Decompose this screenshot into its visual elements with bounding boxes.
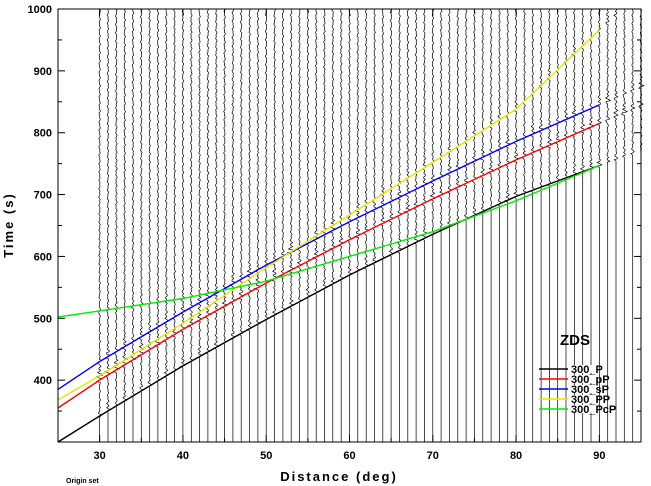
x-tick-label: 80 bbox=[510, 450, 522, 462]
legend-entry-bg bbox=[569, 395, 596, 403]
seismogram-traces bbox=[95, 8, 645, 442]
y-axis-title: Time (s) bbox=[1, 192, 16, 258]
seismogram-trace bbox=[630, 8, 636, 442]
seismogram-trace bbox=[595, 8, 603, 442]
phase-line-300_P bbox=[57, 164, 600, 443]
seismogram-trace bbox=[130, 8, 137, 442]
seismogram-trace bbox=[220, 8, 227, 442]
seismogram-trace bbox=[196, 8, 203, 442]
seismogram-trace bbox=[604, 8, 612, 442]
x-axis-ticks: 30 40 50 60 70 80 90 bbox=[57, 9, 642, 462]
seismogram-trace bbox=[162, 8, 170, 442]
seismogram-trace bbox=[264, 8, 269, 442]
y-tick-label: 700 bbox=[34, 190, 52, 202]
phase-line-300_PcP bbox=[57, 164, 600, 318]
seismogram-trace bbox=[137, 8, 145, 442]
seismogram-trace bbox=[520, 8, 528, 442]
seismogram-trace bbox=[453, 8, 462, 442]
legend-label: 300_PP bbox=[571, 394, 610, 406]
legend-entry-bg bbox=[569, 405, 596, 413]
seismogram-trace bbox=[296, 8, 303, 442]
seismogram-trace bbox=[412, 8, 419, 442]
seismogram-trace bbox=[312, 8, 319, 442]
x-tick-label: 40 bbox=[177, 450, 189, 462]
x-tick-label: 90 bbox=[593, 450, 605, 462]
y-tick-label: 500 bbox=[34, 313, 52, 325]
seismogram-trace bbox=[286, 8, 296, 442]
phase-curves bbox=[57, 29, 600, 443]
seismogram-trace bbox=[187, 8, 194, 442]
seismogram-trace bbox=[512, 8, 520, 442]
seismogram-trace bbox=[268, 8, 280, 442]
phase-line-300_pP bbox=[57, 122, 600, 409]
seismogram-trace bbox=[503, 8, 511, 442]
footer-note: Origin set bbox=[66, 478, 99, 485]
x-tick-label: 50 bbox=[260, 450, 272, 462]
y-axis-ticks: 400 500 600 700 800 900 1000 bbox=[28, 4, 641, 443]
phase-line-300_PP bbox=[57, 29, 600, 401]
legend-label: 300_P bbox=[571, 364, 603, 376]
x-tick-label: 60 bbox=[343, 450, 355, 462]
seismogram-trace bbox=[229, 8, 236, 442]
seismogram-trace bbox=[170, 8, 178, 442]
seismogram-trace bbox=[495, 8, 502, 442]
seismogram-trace bbox=[378, 8, 386, 442]
legend-label: 300_pP bbox=[571, 374, 610, 386]
legend-label: 300_sP bbox=[571, 384, 609, 396]
seismogram-trace bbox=[613, 8, 619, 442]
y-tick-label: 1000 bbox=[28, 4, 52, 16]
seismogram-trace bbox=[537, 8, 545, 442]
seismogram-trace bbox=[154, 8, 161, 442]
seismogram-trace bbox=[278, 8, 286, 442]
seismogram-trace bbox=[253, 8, 262, 442]
seismogram-trace bbox=[320, 8, 328, 442]
seismogram-trace bbox=[437, 8, 444, 442]
x-tick-label: 70 bbox=[427, 450, 439, 462]
seismogram-trace bbox=[479, 8, 486, 442]
seismogram-trace bbox=[179, 8, 187, 442]
seismogram-trace bbox=[403, 8, 411, 442]
seismogram-trace bbox=[395, 8, 403, 442]
seismogram-trace bbox=[387, 8, 394, 442]
seismogram-trace bbox=[305, 8, 311, 442]
y-tick-label: 800 bbox=[34, 128, 52, 140]
phase-line-300_sP bbox=[57, 104, 600, 390]
legend-entry-bg bbox=[569, 385, 596, 393]
seismogram-trace bbox=[528, 8, 536, 442]
seismogram-trace bbox=[545, 8, 552, 442]
seismogram-trace bbox=[370, 8, 378, 442]
legend-title: ZDS bbox=[560, 332, 590, 349]
seismogram-trace bbox=[112, 8, 121, 442]
seismogram-trace bbox=[346, 8, 353, 442]
x-tick-label: 30 bbox=[94, 450, 106, 462]
seismogram-trace bbox=[553, 8, 561, 442]
seismogram-trace bbox=[429, 8, 436, 442]
legend-entry-bg bbox=[569, 365, 596, 373]
seismogram-trace bbox=[462, 8, 470, 442]
seismogram-trace bbox=[204, 9, 212, 442]
seismogram-trace bbox=[95, 8, 104, 442]
seismogram-trace bbox=[420, 8, 428, 442]
seismogram-trace bbox=[353, 8, 361, 442]
legend-entry-bg bbox=[569, 375, 596, 383]
seismogram-trace bbox=[487, 9, 495, 442]
seismogram-trace bbox=[562, 8, 569, 442]
seismogram-trace bbox=[120, 8, 129, 442]
y-tick-label: 400 bbox=[34, 375, 52, 387]
legend-label: 300_PcP bbox=[571, 404, 616, 416]
seismogram-trace bbox=[362, 8, 370, 442]
seismogram-trace bbox=[621, 8, 629, 442]
y-tick-label: 900 bbox=[34, 66, 52, 78]
y-tick-label: 600 bbox=[34, 251, 52, 263]
seismogram-trace bbox=[213, 8, 219, 442]
seismogram-trace bbox=[471, 8, 478, 442]
x-axis-title: Distance (deg) bbox=[280, 469, 398, 484]
seismogram-trace bbox=[146, 8, 153, 442]
seismogram-trace bbox=[238, 8, 245, 442]
seismogram-trace bbox=[246, 8, 254, 442]
